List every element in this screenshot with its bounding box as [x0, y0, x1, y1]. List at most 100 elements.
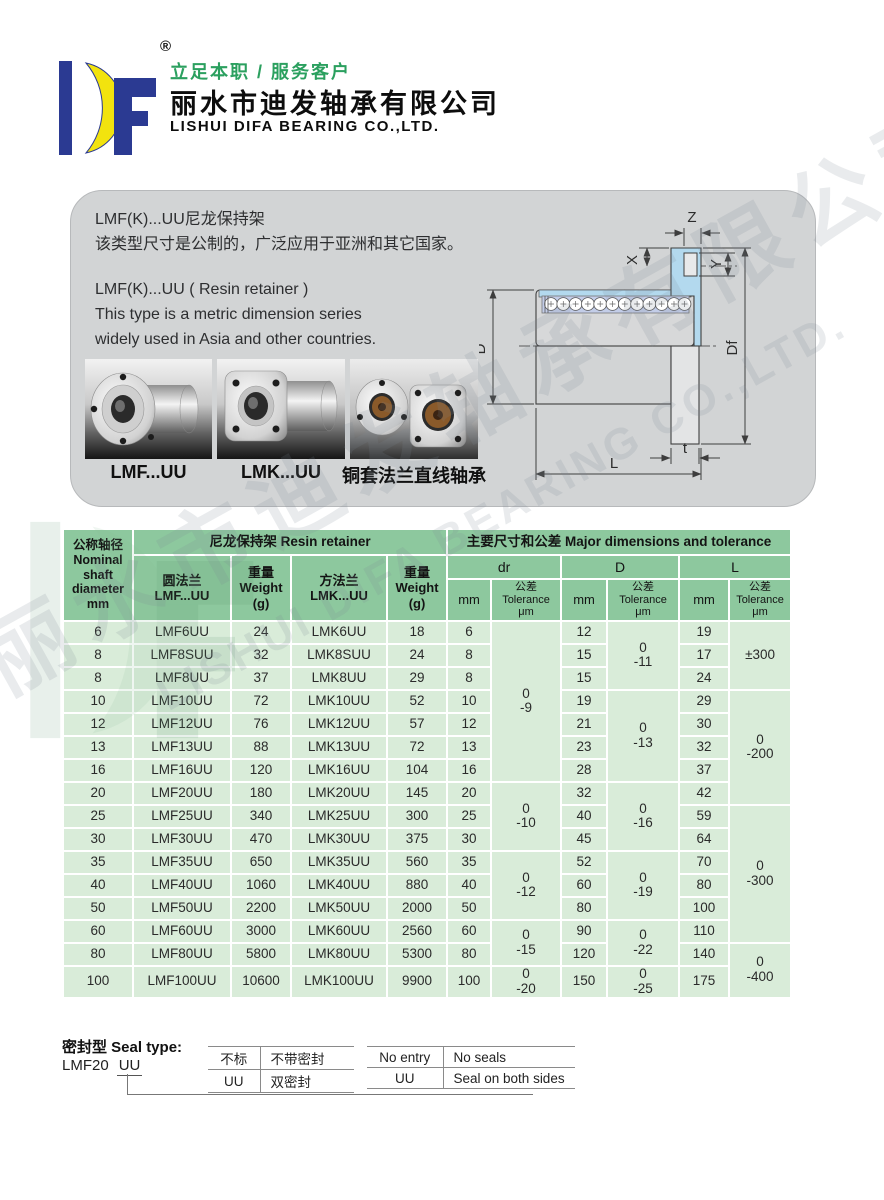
shaft-diameter-cell: 12	[62, 711, 134, 737]
seal-code-cell: No entry	[367, 1046, 444, 1068]
l-mm-cell: 140	[678, 941, 731, 967]
shaft-diameter-cell: 8	[62, 665, 134, 691]
seal-example-suffix: UU	[116, 1057, 143, 1076]
lmf-photo-art	[85, 359, 212, 459]
d-mm-cell: 19	[560, 688, 609, 714]
spec-row: 80 LMF80UU 5800 LMK80UU 5300 80 120 140 0 -400	[62, 941, 793, 999]
product-photo-lmk	[217, 359, 345, 459]
lmk-weight-cell: 24	[385, 642, 449, 668]
d-mm-cell: 52	[560, 849, 609, 875]
lmf-weight-cell: 180	[230, 780, 292, 806]
photo-caption-bronze: 铜套法兰直线轴承	[342, 466, 486, 486]
spec-row: 10 LMF10UU 72 LMK10UU 52 10 19 0 -13 29 0 -200	[62, 688, 793, 806]
seal-legend-row: No entry No seals	[367, 1046, 575, 1068]
lmf-weight-cell: 88	[230, 734, 292, 760]
lmk-model-cell: LMK6UU	[290, 619, 388, 645]
spec-row: 25 LMF25UU 340 LMK25UU 300 25 40 59 0 -300	[62, 803, 793, 944]
dr-mm-cell: 30	[446, 826, 493, 852]
spec-row: 8 LMF8SUU 32 LMK8SUU 24 8 15 17	[62, 642, 791, 668]
product-photo-bronze-flange	[350, 359, 478, 459]
seal-example-prefix: LMF20	[62, 1057, 109, 1074]
lmf-model-cell: LMF8SUU	[132, 642, 232, 668]
shaft-diameter-cell: 20	[62, 780, 134, 806]
l-mm-cell: 32	[678, 734, 731, 760]
shaft-diameter-cell: 100	[62, 964, 134, 999]
lmf-model-cell: LMF16UU	[132, 757, 232, 783]
spec-row: 35 LMF35UU 650 LMK35UU 560 35 0 -12 52 0 -19 70	[62, 849, 791, 921]
spec-row: 40 LMF40UU 1060 LMK40UU 880 40 60 80	[62, 872, 791, 898]
company-name-zh: 丽水市迪发轴承有限公司	[170, 89, 500, 119]
d-mm-cell: 40	[560, 803, 609, 829]
product-photo-lmf	[85, 359, 212, 459]
l-mm-cell: 175	[678, 964, 731, 999]
bronze-photo-art	[350, 359, 478, 459]
lmf-weight-cell: 3000	[230, 918, 292, 944]
d-mm-cell: 12	[560, 619, 609, 645]
seal-type-heading: 密封型 Seal type:	[62, 1039, 183, 1056]
lmf-weight-cell: 120	[230, 757, 292, 783]
lmk-weight-cell: 29	[385, 665, 449, 691]
photo-caption-lmk: LMK...UU	[241, 462, 321, 482]
d-tolerance-cell: 0 -11	[606, 619, 681, 691]
d-tolerance-cell: 0 -13	[606, 688, 681, 783]
header-lmf-weight: 重量 Weight (g)	[230, 554, 292, 622]
header-lmf-model: 圆法兰 LMF...UU	[132, 554, 232, 622]
lmf-weight-cell: 470	[230, 826, 292, 852]
d-mm-cell: 80	[560, 895, 609, 921]
d-mm-cell: 90	[560, 918, 609, 944]
dr-tolerance-cell: 0 -10	[490, 780, 563, 852]
dr-mm-cell: 50	[446, 895, 493, 921]
d-mm-cell: 60	[560, 872, 609, 898]
dr-mm-cell: 10	[446, 688, 493, 714]
lmf-model-cell: LMF25UU	[132, 803, 232, 829]
dr-mm-cell: 100	[446, 964, 493, 999]
lmf-model-cell: LMF100UU	[132, 964, 232, 999]
d-mm-cell: 32	[560, 780, 609, 806]
dr-mm-cell: 80	[446, 941, 493, 967]
lmk-model-cell: LMK40UU	[290, 872, 388, 898]
lmk-model-cell: LMK20UU	[290, 780, 388, 806]
dim-label-z: Z	[687, 209, 696, 226]
lmk-model-cell: LMK25UU	[290, 803, 388, 829]
lmf-model-cell: LMF6UU	[132, 619, 232, 645]
lmk-weight-cell: 104	[385, 757, 449, 783]
seal-legend-row: UU Seal on both sides	[367, 1067, 575, 1089]
dim-label-l: L	[610, 455, 618, 472]
header-dr-tolerance: 公差 Tolerance μm	[490, 578, 563, 622]
lmk-weight-cell: 9900	[385, 964, 449, 999]
l-mm-cell: 30	[678, 711, 731, 737]
d-mm-cell: 120	[560, 941, 609, 967]
lmf-weight-cell: 32	[230, 642, 292, 668]
header-d-group: D	[560, 554, 681, 580]
spec-row: 60 LMF60UU 3000 LMK60UU 2560 60 0 -15 90 0 -22 110	[62, 918, 791, 967]
spec-row: 100 LMF100UU 10600 LMK100UU 9900 100 0 -20 150 0-…	[62, 964, 791, 999]
shaft-diameter-cell: 6	[62, 619, 134, 645]
dr-mm-cell: 16	[446, 757, 493, 783]
d-mm-cell: 15	[560, 642, 609, 668]
shaft-diameter-cell: 13	[62, 734, 134, 760]
lmf-model-cell: LMF60UU	[132, 918, 232, 944]
lmk-weight-cell: 18	[385, 619, 449, 645]
l-mm-cell: 110	[678, 918, 731, 944]
seal-description-cell: 不带密封	[260, 1046, 354, 1070]
l-mm-cell: 42	[678, 780, 731, 806]
lmf-weight-cell: 24	[230, 619, 292, 645]
lmf-model-cell: LMF8UU	[132, 665, 232, 691]
header-d-mm: mm	[560, 578, 609, 622]
shaft-diameter-cell: 16	[62, 757, 134, 783]
l-mm-cell: 100	[678, 895, 731, 921]
d-mm-cell: 15	[560, 665, 609, 691]
dr-mm-cell: 40	[446, 872, 493, 898]
lmk-model-cell: LMK13UU	[290, 734, 388, 760]
lmf-weight-cell: 1060	[230, 872, 292, 898]
spec-row: 6 LMF6UU 24 LMK6UU 18 6 0 -9 12 0 -11 19 ±300	[62, 619, 793, 783]
lmk-model-cell: LMK16UU	[290, 757, 388, 783]
header-l-group: L	[678, 554, 793, 580]
lmf-weight-cell: 5800	[230, 941, 292, 967]
l-tolerance-cell: 0 -200	[728, 688, 793, 806]
header-dr-mm: mm	[446, 578, 493, 622]
d-mm-cell: 23	[560, 734, 609, 760]
seal-legend-en: No entry No seals UU Seal on both sides	[367, 1046, 575, 1089]
header-nominal-diameter: 公称轴径 Nominal shaft diameter mm	[62, 528, 134, 622]
lmk-weight-cell: 145	[385, 780, 449, 806]
